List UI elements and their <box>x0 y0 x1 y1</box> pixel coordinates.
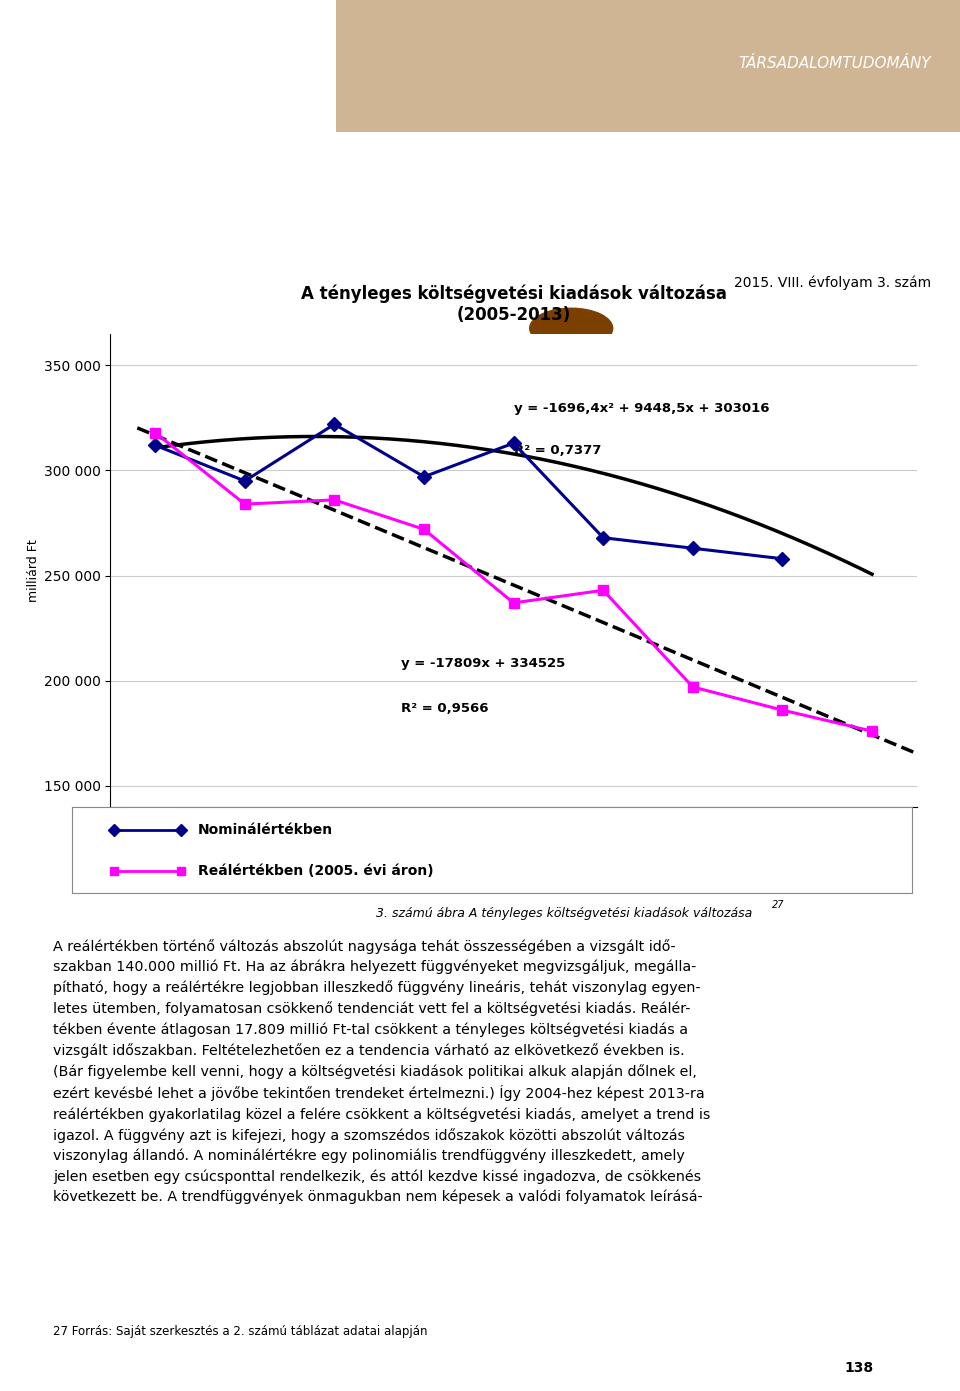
Text: milliárd Ft: milliárd Ft <box>27 538 40 602</box>
Text: 2015. VIII. évfolyam 3. szám: 2015. VIII. évfolyam 3. szám <box>734 275 931 291</box>
Text: 138: 138 <box>845 1360 874 1376</box>
Text: Reálértékben (2005. évi áron): Reálértékben (2005. évi áron) <box>198 864 434 879</box>
Text: R² = 0,7377: R² = 0,7377 <box>514 445 601 458</box>
Text: R² = 0,9566: R² = 0,9566 <box>400 702 489 715</box>
Bar <box>336 0 960 132</box>
Circle shape <box>530 309 612 348</box>
Text: 27: 27 <box>772 900 784 910</box>
Title: A tényleges költségvetési kiadások változása
(2005-2013): A tényleges költségvetési kiadások válto… <box>300 285 727 324</box>
Text: Nominálértékben: Nominálértékben <box>198 823 333 837</box>
Text: 3. számú ábra A tényleges költségvetési kiadások változása: 3. számú ábra A tényleges költségvetési … <box>376 907 753 921</box>
Text: TÁRSADALOMTUDOMÁNY: TÁRSADALOMTUDOMÁNY <box>738 56 931 71</box>
Text: y = -1696,4x² + 9448,5x + 303016: y = -1696,4x² + 9448,5x + 303016 <box>514 402 769 415</box>
Text: A reálértékben történő változás abszolút nagysága tehát összességében a vizsgált: A reálértékben történő változás abszolút… <box>53 939 710 1205</box>
Text: HADTUDOMÁNYI SZEMLE: HADTUDOMÁNYI SZEMLE <box>265 170 695 199</box>
Text: 27 Forrás: Saját szerkesztés a 2. számú táblázat adatai alapján: 27 Forrás: Saját szerkesztés a 2. számú … <box>53 1324 427 1338</box>
Text: y = -17809x + 334525: y = -17809x + 334525 <box>400 658 564 670</box>
